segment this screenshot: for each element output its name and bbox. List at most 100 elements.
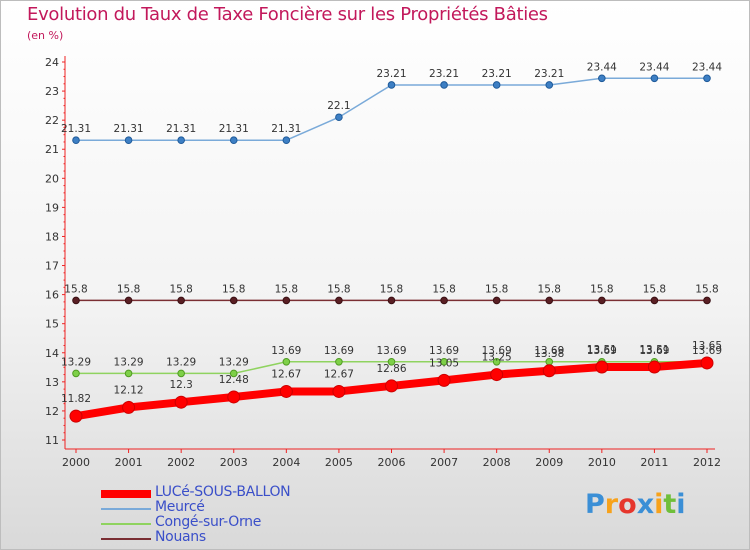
data-point bbox=[387, 296, 396, 305]
data-point bbox=[124, 369, 133, 378]
data-label: 13.69 bbox=[324, 345, 354, 357]
logo-letter: r bbox=[604, 489, 619, 520]
legend-swatch bbox=[101, 507, 151, 510]
x-tick-label: 2007 bbox=[430, 456, 458, 469]
data-label: 21.31 bbox=[219, 123, 249, 135]
data-point bbox=[650, 296, 659, 305]
series-0 bbox=[69, 356, 714, 423]
data-label: 15.8 bbox=[485, 283, 508, 295]
data-point bbox=[440, 81, 448, 89]
data-label: 13.51 bbox=[587, 344, 617, 356]
y-tick-label: 22 bbox=[45, 114, 59, 127]
data-point bbox=[332, 384, 346, 398]
legend-label: Meurcé bbox=[155, 499, 205, 515]
data-point bbox=[177, 369, 185, 378]
data-label: 11.82 bbox=[61, 393, 91, 405]
logo-letter: t bbox=[663, 489, 677, 520]
data-label: 15.8 bbox=[380, 283, 403, 295]
x-tick-label: 2003 bbox=[220, 456, 248, 469]
data-label: 13.69 bbox=[534, 345, 564, 357]
chart-title: Evolution du Taux de Taxe Foncière sur l… bbox=[27, 4, 548, 25]
x-tick-label: 2011 bbox=[640, 456, 668, 469]
data-point bbox=[598, 74, 606, 83]
data-label: 12.12 bbox=[114, 384, 144, 396]
legend-label: Congé-sur-Orne bbox=[155, 514, 262, 530]
data-label: 23.44 bbox=[587, 61, 617, 73]
y-tick-label: 12 bbox=[45, 405, 59, 418]
logo-letter: i bbox=[654, 489, 664, 520]
logo-letter: x bbox=[636, 489, 655, 520]
x-tick-label: 2012 bbox=[693, 456, 721, 469]
logo-letter: o bbox=[618, 489, 637, 520]
data-point bbox=[650, 74, 659, 83]
data-label: 15.8 bbox=[695, 283, 718, 295]
data-label: 13.65 bbox=[692, 340, 722, 352]
data-label: 15.8 bbox=[64, 283, 87, 295]
data-label: 23.21 bbox=[376, 68, 406, 80]
data-point bbox=[437, 373, 451, 387]
data-point bbox=[282, 357, 291, 366]
series-3 bbox=[72, 296, 711, 305]
data-point bbox=[124, 136, 133, 145]
data-point bbox=[387, 357, 396, 366]
data-label: 13.69 bbox=[376, 345, 406, 357]
data-point bbox=[282, 296, 291, 305]
data-point bbox=[229, 136, 238, 145]
data-label: 13.38 bbox=[534, 348, 564, 360]
data-point bbox=[598, 296, 606, 305]
x-tick-label: 2002 bbox=[167, 456, 195, 469]
data-point bbox=[177, 136, 185, 145]
data-label: 23.21 bbox=[482, 68, 512, 80]
x-tick-label: 2001 bbox=[115, 456, 143, 469]
x-tick-label: 2004 bbox=[272, 456, 300, 469]
y-tick-label: 15 bbox=[45, 318, 59, 331]
data-label: 12.3 bbox=[169, 379, 192, 391]
legend-swatch bbox=[101, 537, 151, 540]
data-point bbox=[440, 296, 448, 305]
data-point bbox=[279, 384, 293, 398]
data-label: 13.29 bbox=[61, 356, 91, 368]
x-tick-label: 2008 bbox=[483, 456, 511, 469]
series-1 bbox=[72, 74, 711, 145]
y-tick-label: 17 bbox=[45, 260, 59, 273]
data-point bbox=[229, 296, 238, 305]
y-tick-label: 11 bbox=[45, 434, 59, 447]
data-label: 21.31 bbox=[166, 123, 196, 135]
logo-letter: P bbox=[585, 489, 605, 520]
data-label: 13.69 bbox=[482, 345, 512, 357]
data-point bbox=[72, 136, 80, 145]
data-point bbox=[700, 356, 714, 370]
data-point bbox=[595, 360, 609, 374]
data-label: 13.69 bbox=[429, 345, 459, 357]
data-point bbox=[335, 296, 343, 305]
data-point bbox=[647, 360, 661, 374]
data-point bbox=[72, 296, 80, 305]
data-point bbox=[703, 74, 711, 83]
data-point bbox=[335, 357, 343, 366]
y-tick-label: 20 bbox=[45, 172, 59, 185]
data-label: 13.69 bbox=[639, 345, 669, 357]
data-label: 13.29 bbox=[219, 356, 249, 368]
data-label: 13.69 bbox=[271, 345, 301, 357]
data-label: 13.29 bbox=[114, 356, 144, 368]
legend-swatch bbox=[101, 489, 151, 498]
data-point bbox=[703, 296, 711, 305]
logo-letter: i bbox=[676, 489, 686, 520]
data-label: 13.05 bbox=[429, 357, 459, 369]
data-label: 13.69 bbox=[692, 345, 722, 357]
data-point bbox=[177, 296, 185, 305]
data-label: 15.8 bbox=[590, 283, 613, 295]
data-label: 15.8 bbox=[117, 283, 140, 295]
data-label: 13.25 bbox=[482, 352, 512, 364]
data-label: 13.69 bbox=[587, 345, 617, 357]
x-tick-label: 2006 bbox=[378, 456, 406, 469]
legend-swatch bbox=[101, 522, 151, 525]
data-point bbox=[282, 136, 291, 145]
data-label: 12.67 bbox=[324, 368, 354, 380]
data-label: 13.29 bbox=[166, 356, 196, 368]
y-axis-unit: (en %) bbox=[27, 29, 64, 42]
x-tick-label: 2000 bbox=[62, 456, 90, 469]
